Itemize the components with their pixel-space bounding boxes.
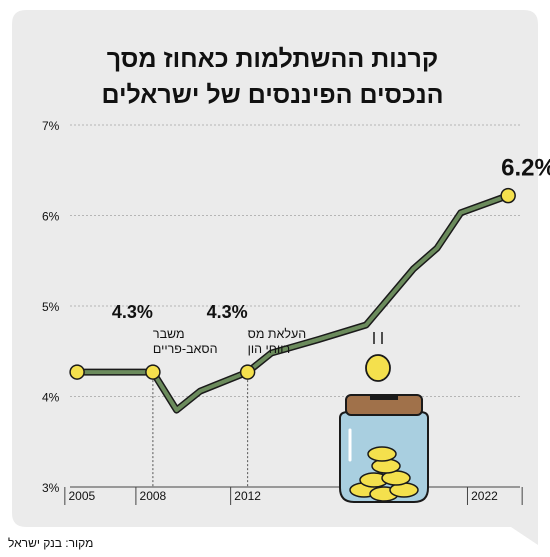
chart-title-line-1: קרנות ההשתלמות כאחוז מסך	[106, 45, 439, 73]
source-note: מקור: בנק ישראל	[8, 536, 94, 550]
jar-lid	[345, 394, 423, 416]
annotation-text: העלאת מס	[248, 327, 307, 341]
y-axis: 7% 6% 5% 4% 3%	[42, 119, 60, 495]
falling-coin	[365, 354, 391, 382]
coin	[367, 446, 397, 462]
grid-lines	[70, 124, 520, 487]
series-line	[75, 193, 511, 413]
x-axis: 2005 2008 2012 2022	[64, 486, 523, 505]
annotation-text: הסאב-פריים	[153, 342, 218, 356]
data-point	[69, 364, 85, 380]
data-series	[73, 192, 512, 414]
value-label: 6.2%	[501, 155, 550, 182]
x-tick-label: 2008	[140, 489, 167, 503]
x-tick-label: 2005	[68, 489, 95, 503]
annotation-text: משבר	[153, 327, 185, 341]
y-tick-label: 4%	[42, 391, 60, 405]
coin-jar-illustration	[339, 332, 429, 503]
y-tick-label: 7%	[42, 119, 60, 133]
y-tick-label: 3%	[42, 481, 60, 495]
x-tick-label: 2022	[471, 489, 498, 503]
value-label: 4.3%	[207, 302, 248, 322]
data-point	[500, 187, 516, 204]
data-markers	[69, 187, 516, 380]
data-point	[239, 364, 256, 380]
jar-slot	[370, 396, 398, 400]
y-tick-label: 5%	[42, 300, 60, 314]
x-tick-label: 2012	[234, 489, 261, 503]
data-point	[145, 364, 161, 380]
value-label: 4.3%	[112, 302, 153, 322]
annotation-text: רווחי הון	[248, 342, 291, 356]
chart-title-line-2: הנכסים הפיננסים של ישראלים	[101, 81, 444, 109]
y-tick-label: 6%	[42, 210, 60, 224]
